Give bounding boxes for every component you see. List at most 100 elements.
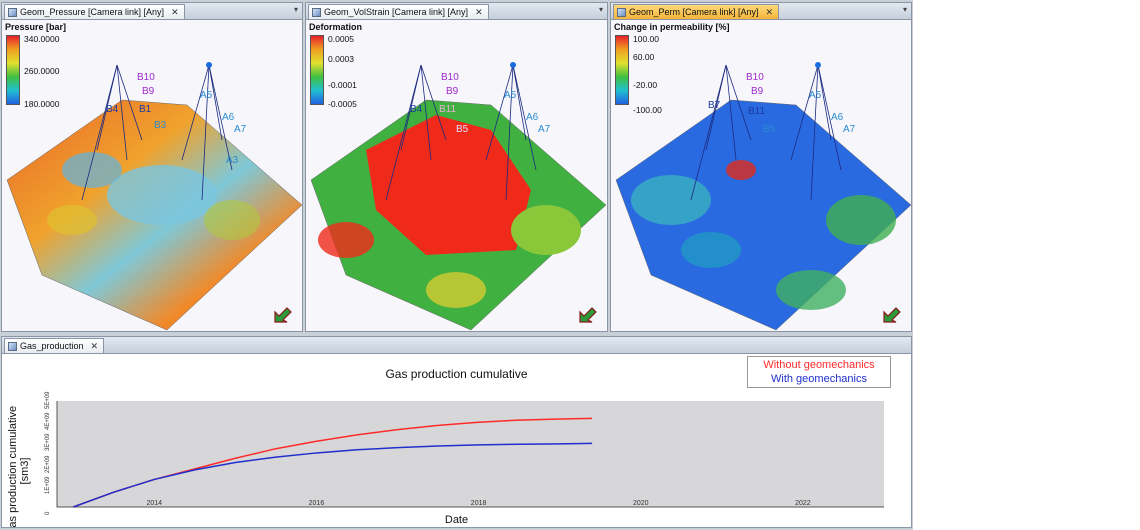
well-label: A6 (526, 112, 539, 123)
application-window: Geom_Pressure [Camera link] [Any] ✕ ▾ (0, 0, 913, 530)
well-label: B9 (446, 86, 459, 97)
well-label: A7 (234, 124, 247, 135)
scale-max-label: 340.0000 (24, 34, 60, 44)
scale-min-label: 180.0000 (24, 99, 60, 109)
chart-title: Gas production cumulative (385, 367, 528, 381)
chart-icon (8, 341, 17, 351)
view-icon (617, 7, 626, 17)
permeability-view-panel: Geom_Perm [Camera link] [Any] ✕ ▾ Change… (610, 2, 912, 332)
scale-max-label: 0.0005 (328, 34, 354, 44)
well-label: B10 (137, 72, 155, 83)
x-axis-label: Date (444, 514, 469, 526)
3d-viewport[interactable]: Pressure [bar] 340.0000 260.0000 180.000… (2, 20, 302, 331)
tab-label: Gas_production (20, 341, 84, 351)
well-label: A3 (226, 155, 239, 166)
3d-viewport[interactable]: Deformation 0.0005 0.0003 -0.0001 -0.000… (306, 20, 607, 331)
well-label: B10 (746, 72, 764, 83)
series-line-with-geomechanics (72, 442, 593, 508)
close-icon[interactable]: ✕ (90, 341, 99, 351)
view-icon (312, 7, 321, 17)
x-tick-label: 2014 (146, 500, 163, 507)
legend-title: Deformation (309, 22, 363, 32)
color-scale-bar (6, 35, 20, 105)
reservoir-surface (310, 62, 607, 331)
scale-max-label: 100.00 (633, 34, 659, 44)
x-tick-label: 2016 (308, 500, 325, 507)
well-label: B9 (751, 86, 764, 97)
legend-title: Change in permeability [%] (614, 22, 730, 32)
y-tick-label: 5E+09 (45, 391, 51, 409)
tab-label: Geom_VolStrain [Camera link] [Any] (324, 7, 469, 17)
panel-menu-icon[interactable]: ▾ (902, 5, 907, 14)
well-label: B3 (154, 120, 167, 131)
well-label: A7 (538, 124, 551, 135)
chart-legend: Without geomechanics With geomechanics (747, 356, 891, 388)
tab-bar: Geom_VolStrain [Camera link] [Any] ✕ ▾ (306, 3, 607, 20)
y-tick-label: 4E+09 (45, 412, 51, 431)
x-tick-label: 2020 (632, 500, 649, 507)
volstrain-view-panel: Geom_VolStrain [Camera link] [Any] ✕ ▾ D… (305, 2, 608, 332)
tab-geom-volstrain[interactable]: Geom_VolStrain [Camera link] [Any] ✕ (308, 4, 489, 19)
well-label: B11 (748, 106, 766, 117)
3d-viewport[interactable]: Change in permeability [%] 100.00 60.00 … (611, 20, 911, 331)
legend-item-without-geomechanics: Without geomechanics (763, 359, 875, 371)
tab-geom-pressure[interactable]: Geom_Pressure [Camera link] [Any] ✕ (4, 4, 185, 19)
well-label: A6 (831, 112, 844, 123)
well-label: B5 (763, 124, 776, 135)
orientation-arrow-icon[interactable] (881, 303, 903, 325)
color-scale-bar (615, 35, 629, 105)
axes (56, 401, 884, 508)
y-tick-label: 0 (45, 511, 51, 515)
scale-label: 0.0003 (328, 54, 354, 64)
y-tick-label: 1E+09 (45, 476, 51, 494)
pressure-view-panel: Geom_Pressure [Camera link] [Any] ✕ ▾ (1, 2, 303, 332)
tab-geom-perm[interactable]: Geom_Perm [Camera link] [Any] ✕ (613, 4, 780, 19)
close-icon[interactable]: ✕ (475, 7, 483, 17)
reservoir-surface (6, 62, 302, 331)
tab-bar: Geom_Pressure [Camera link] [Any] ✕ ▾ (2, 3, 302, 20)
well-label: B7 (708, 100, 721, 111)
view-icon (8, 7, 17, 17)
orientation-arrow-icon[interactable] (272, 303, 294, 325)
tab-gas-production[interactable]: Gas_production ✕ (4, 338, 105, 353)
panel-menu-icon[interactable]: ▾ (598, 5, 603, 14)
well-label: B10 (441, 72, 459, 83)
gas-production-panel: Gas_production ✕ Gas production cumulati… (1, 336, 912, 528)
well-label: A5 (504, 90, 517, 101)
scale-label: -20.00 (633, 80, 658, 90)
plot-canvas[interactable] (2, 354, 911, 527)
scale-mid-label: 260.0000 (24, 66, 60, 76)
y-tick-label: 3E+09 (45, 433, 51, 452)
chart-area: Gas production cumulative Without geomec… (2, 354, 911, 527)
scale-min-label: -0.0005 (328, 99, 357, 109)
well-label: B5 (456, 124, 469, 135)
well-label: B11 (439, 104, 457, 115)
well-label: A6 (222, 112, 235, 123)
well-label: B4 (106, 104, 119, 115)
legend-item-with-geomechanics: With geomechanics (771, 373, 867, 385)
tab-bar: Geom_Perm [Camera link] [Any] ✕ ▾ (611, 3, 911, 20)
reservoir-surface (615, 62, 911, 331)
color-scale-bar (310, 35, 324, 105)
scale-min-label: -100.00 (633, 105, 662, 115)
well-label: B4 (410, 104, 423, 115)
close-icon[interactable]: ✕ (765, 7, 774, 17)
well-label: A7 (843, 124, 856, 135)
y-tick-label: 2E+09 (45, 455, 51, 473)
legend-title: Pressure [bar] (5, 22, 67, 32)
tab-label: Geom_Perm [Camera link] [Any] (629, 7, 759, 17)
close-icon[interactable]: ✕ (171, 7, 179, 17)
tab-label: Geom_Pressure [Camera link] [Any] (20, 7, 165, 17)
plot-background (57, 401, 884, 507)
orientation-arrow-icon[interactable] (577, 303, 599, 325)
panel-menu-icon[interactable]: ▾ (293, 5, 298, 14)
scale-label: 60.00 (633, 52, 655, 62)
tab-bar: Gas_production ✕ (2, 337, 911, 354)
scale-label: -0.0001 (328, 80, 357, 90)
well-label: B9 (142, 86, 155, 97)
well-label: A5 (200, 90, 213, 101)
well-label: A5 (809, 90, 822, 101)
well-label: B1 (139, 104, 152, 115)
x-tick-label: 2022 (795, 500, 811, 507)
x-tick-label: 2018 (470, 500, 487, 507)
